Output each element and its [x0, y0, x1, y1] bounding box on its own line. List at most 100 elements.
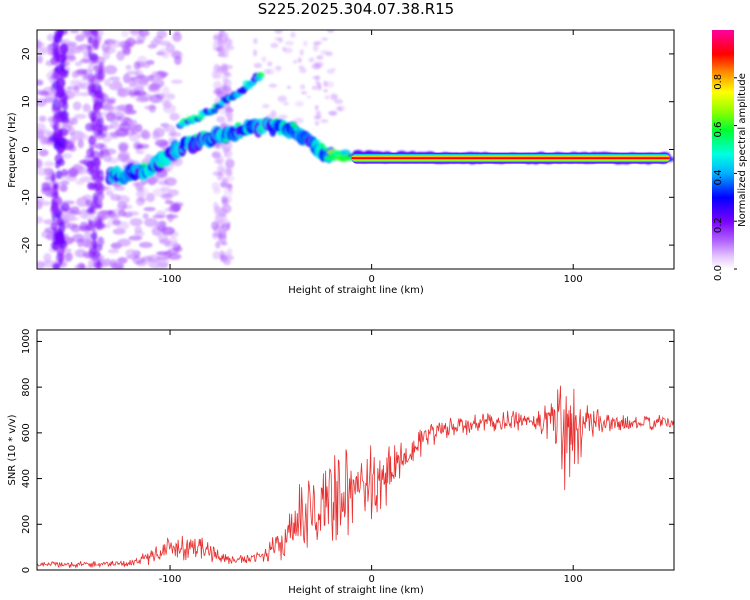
colorbar: 0.0 0.2 0.4 0.6 0.8 Normalized spectral ampl…: [712, 30, 748, 281]
spectrogram-cell: [56, 70, 64, 80]
chart-title: S225.2025.304.07.38.R15: [258, 0, 454, 18]
spectrogram-cell: [55, 232, 66, 245]
spectrogram-cell: [149, 175, 160, 184]
spectrogram-cell: [150, 39, 160, 47]
spectrogram-cell: [90, 232, 98, 241]
spectrogram-cell: [318, 143, 325, 148]
spec-xtick-label: 100: [564, 274, 583, 285]
snr-y-label: SNR (10 * v/v): [7, 414, 18, 485]
spectrogram-cell: [110, 194, 121, 201]
spectrogram-cell: [161, 226, 175, 236]
spectrogram-cell: [55, 252, 65, 263]
spectrogram-cell: [134, 226, 143, 234]
spectrogram-frame-bg: [37, 30, 674, 269]
spectrogram-cell: [253, 62, 263, 69]
spectrogram-cell: [110, 120, 119, 130]
spectrogram-cell: [125, 248, 137, 257]
spectrogram-cell: [91, 116, 100, 126]
spectrogram-cell: [149, 94, 163, 104]
spectrogram-cell: [91, 39, 99, 48]
spectrogram-cell: [284, 40, 295, 46]
spectrogram-cell: [91, 30, 98, 37]
spectrogram-cell: [152, 73, 162, 83]
spectrogram-cell: [95, 218, 103, 231]
spectrogram-cell: [291, 123, 298, 128]
spectrogram-cell: [75, 34, 85, 42]
spectrogram-heatmap: [37, 30, 674, 269]
spectrogram-cell: [50, 172, 56, 183]
spectrogram-cell: [67, 85, 79, 91]
spectrogram-cell: [315, 113, 322, 119]
spectrogram-cell: [161, 86, 170, 97]
spectrogram-cell: [256, 71, 265, 78]
snr-xtick-label: -100: [159, 574, 182, 585]
spectrogram-cell: [212, 152, 219, 159]
spectrogram-cell: [74, 61, 83, 67]
spectrogram-cell: [52, 114, 61, 124]
spectrogram-cell: [312, 41, 320, 47]
spectrogram-cell: [222, 74, 229, 84]
spectrogram-cell: [128, 30, 136, 35]
spectrogram-cell: [53, 92, 59, 100]
spectrogram-cell: [222, 142, 233, 151]
spectrogram-cell: [324, 155, 339, 162]
snr-ytick-label: 800: [21, 378, 32, 397]
spectrogram-cell: [87, 181, 94, 191]
spectrogram-cell: [156, 255, 168, 261]
spectrogram-cell: [75, 68, 88, 75]
spec-ytick-label: -10: [21, 189, 32, 205]
spectrogram-cell: [331, 67, 337, 71]
spectrogram-cell: [109, 213, 120, 220]
spectrogram-cell: [98, 61, 105, 72]
spectrogram-cell: [152, 214, 166, 219]
spectrogram-cell: [213, 35, 220, 40]
spectrogram-cell: [85, 224, 95, 232]
spectrogram-cell: [113, 105, 128, 112]
spectrogram-cell: [303, 40, 308, 47]
spectrogram-cell: [299, 84, 306, 90]
spectrogram-cell: [59, 180, 70, 186]
spectrogram-cell: [37, 216, 44, 224]
spectrogram-cell: [156, 30, 167, 39]
spectrogram-cell: [137, 92, 152, 102]
spectrogram-cell: [224, 32, 229, 42]
spectrogram-cell: [315, 79, 320, 86]
spectrogram-cell: [93, 64, 99, 72]
spectrogram-cell: [91, 157, 101, 170]
spectrogram-cell: [128, 124, 139, 131]
spectrogram-cell: [51, 103, 58, 113]
spectrogram-cell: [37, 98, 47, 107]
spectrogram-cell: [117, 153, 131, 162]
spectrogram-cell: [68, 137, 76, 145]
spectrogram-cell: [167, 132, 182, 137]
spectrogram-cell: [334, 98, 344, 105]
spectrogram-cell: [60, 59, 66, 72]
spec-ytick-label: 10: [21, 95, 32, 108]
spectrogram-cell: [165, 124, 176, 133]
spectrogram-cell: [111, 261, 118, 269]
spectrogram-cell: [316, 55, 324, 60]
spec-ytick-label: 20: [21, 48, 32, 61]
spectrogram-cell: [292, 59, 298, 64]
snr-xtick-label: 0: [368, 574, 374, 585]
spectrogram-cell: [41, 182, 51, 192]
spectrogram-cell: [140, 129, 149, 137]
spectrogram-cell: [97, 236, 105, 247]
spectrogram-cell: [160, 186, 171, 192]
spectrogram-cell: [137, 55, 147, 65]
snr-ytick-label: 600: [21, 423, 32, 442]
spectrogram-cell: [88, 52, 98, 61]
spectrogram-cell: [324, 95, 330, 100]
spectrogram-cell: [108, 39, 121, 48]
spectrogram-cell: [132, 181, 141, 187]
spectrogram-cell: [145, 75, 153, 82]
spectrogram-cell: [70, 46, 77, 52]
spectrogram-cell: [104, 78, 111, 87]
spectrogram-cell: [73, 113, 87, 120]
spectrogram-cell: [133, 60, 141, 71]
spectrogram-cell: [262, 103, 270, 109]
spectrogram-cell: [274, 30, 283, 34]
